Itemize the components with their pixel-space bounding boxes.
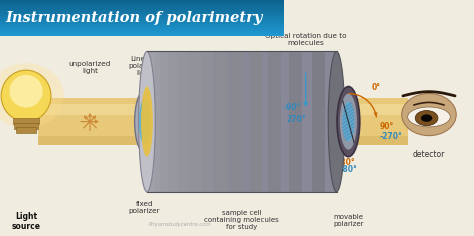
FancyBboxPatch shape bbox=[0, 3, 284, 4]
FancyBboxPatch shape bbox=[0, 34, 284, 35]
Ellipse shape bbox=[340, 93, 357, 150]
FancyBboxPatch shape bbox=[0, 12, 284, 13]
Text: Priyamstudycentre.com: Priyamstudycentre.com bbox=[149, 222, 211, 227]
FancyBboxPatch shape bbox=[0, 5, 284, 6]
FancyBboxPatch shape bbox=[0, 18, 284, 19]
FancyBboxPatch shape bbox=[201, 51, 213, 192]
FancyBboxPatch shape bbox=[160, 51, 173, 192]
Ellipse shape bbox=[0, 63, 64, 129]
FancyBboxPatch shape bbox=[0, 25, 284, 26]
Ellipse shape bbox=[9, 75, 43, 108]
Ellipse shape bbox=[402, 93, 456, 136]
FancyBboxPatch shape bbox=[0, 6, 284, 7]
FancyBboxPatch shape bbox=[0, 27, 284, 28]
Text: 90°: 90° bbox=[379, 122, 393, 131]
Text: fixed
polarizer: fixed polarizer bbox=[129, 201, 160, 214]
FancyBboxPatch shape bbox=[147, 51, 337, 192]
FancyBboxPatch shape bbox=[0, 26, 284, 27]
FancyBboxPatch shape bbox=[155, 51, 167, 192]
FancyBboxPatch shape bbox=[0, 35, 284, 36]
Ellipse shape bbox=[1, 70, 51, 122]
Ellipse shape bbox=[141, 87, 153, 157]
FancyBboxPatch shape bbox=[0, 33, 284, 34]
FancyBboxPatch shape bbox=[0, 15, 284, 16]
FancyBboxPatch shape bbox=[0, 14, 284, 15]
FancyBboxPatch shape bbox=[0, 1, 284, 2]
FancyBboxPatch shape bbox=[289, 51, 302, 192]
FancyBboxPatch shape bbox=[249, 51, 262, 192]
Text: -90°: -90° bbox=[283, 103, 301, 112]
Text: movable
polarizer: movable polarizer bbox=[333, 214, 364, 227]
Text: Linearly
polarized
light: Linearly polarized light bbox=[128, 56, 161, 76]
Text: 180°: 180° bbox=[335, 158, 355, 167]
FancyBboxPatch shape bbox=[231, 51, 244, 192]
FancyBboxPatch shape bbox=[0, 4, 284, 5]
FancyBboxPatch shape bbox=[38, 98, 408, 145]
FancyBboxPatch shape bbox=[177, 51, 190, 192]
FancyBboxPatch shape bbox=[0, 0, 284, 1]
FancyBboxPatch shape bbox=[0, 24, 284, 25]
FancyBboxPatch shape bbox=[0, 32, 284, 33]
Ellipse shape bbox=[337, 87, 360, 157]
FancyBboxPatch shape bbox=[215, 51, 228, 192]
FancyBboxPatch shape bbox=[188, 51, 201, 192]
Text: Light
source: Light source bbox=[11, 212, 41, 231]
FancyBboxPatch shape bbox=[0, 16, 284, 17]
FancyBboxPatch shape bbox=[148, 51, 160, 192]
FancyBboxPatch shape bbox=[0, 20, 284, 21]
Ellipse shape bbox=[421, 114, 432, 122]
FancyBboxPatch shape bbox=[147, 51, 160, 192]
FancyBboxPatch shape bbox=[168, 51, 181, 192]
Text: Optical rotation due to
molecules: Optical rotation due to molecules bbox=[265, 33, 346, 46]
FancyBboxPatch shape bbox=[15, 123, 38, 129]
FancyBboxPatch shape bbox=[0, 17, 284, 18]
Text: unpolarized
light: unpolarized light bbox=[69, 61, 111, 74]
FancyBboxPatch shape bbox=[0, 10, 284, 11]
Text: 0°: 0° bbox=[371, 83, 380, 92]
Text: Instrumentation of polarimetry: Instrumentation of polarimetry bbox=[6, 11, 263, 25]
Ellipse shape bbox=[408, 107, 450, 127]
FancyBboxPatch shape bbox=[0, 30, 284, 31]
Ellipse shape bbox=[138, 51, 155, 192]
FancyBboxPatch shape bbox=[16, 127, 36, 133]
FancyBboxPatch shape bbox=[0, 22, 284, 23]
FancyBboxPatch shape bbox=[0, 11, 284, 12]
FancyBboxPatch shape bbox=[0, 19, 284, 20]
FancyBboxPatch shape bbox=[38, 136, 408, 145]
Text: -270°: -270° bbox=[379, 132, 402, 141]
Text: detector: detector bbox=[413, 150, 445, 159]
Ellipse shape bbox=[415, 110, 438, 126]
FancyBboxPatch shape bbox=[150, 51, 163, 192]
Text: sample cell
containing molecules
for study: sample cell containing molecules for stu… bbox=[204, 211, 279, 231]
FancyBboxPatch shape bbox=[0, 13, 284, 14]
Ellipse shape bbox=[342, 102, 355, 142]
Ellipse shape bbox=[328, 51, 345, 192]
FancyBboxPatch shape bbox=[0, 7, 284, 8]
FancyBboxPatch shape bbox=[0, 29, 284, 30]
FancyBboxPatch shape bbox=[0, 23, 284, 24]
FancyBboxPatch shape bbox=[0, 21, 284, 22]
FancyBboxPatch shape bbox=[13, 118, 39, 124]
FancyBboxPatch shape bbox=[0, 28, 284, 29]
FancyBboxPatch shape bbox=[0, 9, 284, 10]
FancyBboxPatch shape bbox=[0, 8, 284, 9]
FancyBboxPatch shape bbox=[38, 104, 408, 115]
Text: -180°: -180° bbox=[335, 165, 358, 174]
Ellipse shape bbox=[139, 99, 150, 144]
FancyBboxPatch shape bbox=[0, 31, 284, 32]
FancyBboxPatch shape bbox=[312, 51, 325, 192]
Ellipse shape bbox=[135, 91, 155, 153]
Text: 270°: 270° bbox=[286, 115, 306, 124]
FancyBboxPatch shape bbox=[0, 2, 284, 3]
FancyBboxPatch shape bbox=[268, 51, 281, 192]
